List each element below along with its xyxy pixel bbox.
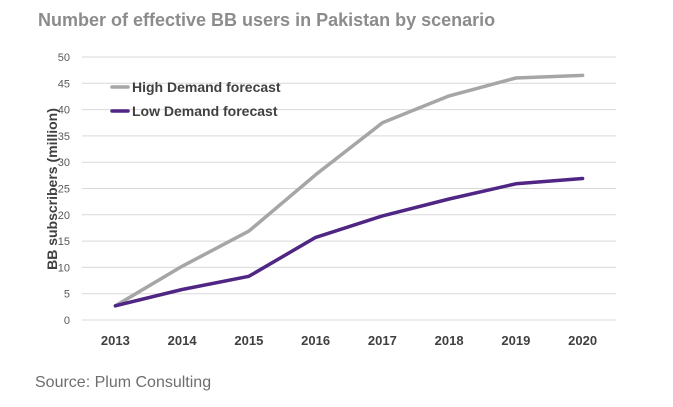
source-note: Source: Plum Consulting xyxy=(35,374,211,391)
legend: High Demand forecast Low Demand forecast xyxy=(110,79,281,119)
x-tick-label: 2014 xyxy=(168,333,198,348)
legend-label: High Demand forecast xyxy=(132,79,281,95)
y-tick-label: 30 xyxy=(58,157,70,169)
y-tick-label: 35 xyxy=(58,131,70,143)
series-lines xyxy=(113,73,585,308)
x-tick-label: 2013 xyxy=(101,333,130,348)
y-tick-label: 10 xyxy=(58,262,70,274)
y-axis-label: BB subscribers (million) xyxy=(44,108,60,270)
y-tick-label: 15 xyxy=(58,236,70,248)
y-tick-label: 5 xyxy=(64,289,70,301)
y-tick-label: 20 xyxy=(58,210,70,222)
x-axis-ticks: 2013 2014 2015 2016 2017 2018 2019 2020 xyxy=(101,333,597,348)
y-tick-label: 50 xyxy=(58,52,70,64)
x-tick-label: 2017 xyxy=(368,333,397,348)
y-tick-label: 40 xyxy=(58,105,70,117)
series-line-low-demand xyxy=(113,176,585,308)
x-tick-label: 2015 xyxy=(234,333,263,348)
y-tick-label: 0 xyxy=(64,315,70,327)
legend-label: Low Demand forecast xyxy=(132,103,278,119)
y-tick-label: 25 xyxy=(58,184,70,196)
x-tick-label: 2020 xyxy=(568,333,597,348)
chart-title: Number of effective BB users in Pakistan… xyxy=(38,10,495,30)
gridlines xyxy=(82,56,616,321)
y-tick-label: 45 xyxy=(58,78,70,90)
x-tick-label: 2016 xyxy=(301,333,330,348)
y-axis-ticks: 0 5 10 15 20 25 30 35 40 45 50 xyxy=(58,52,70,327)
x-tick-label: 2018 xyxy=(435,333,464,348)
series-line-high-demand xyxy=(113,73,585,308)
x-tick-label: 2019 xyxy=(501,333,530,348)
